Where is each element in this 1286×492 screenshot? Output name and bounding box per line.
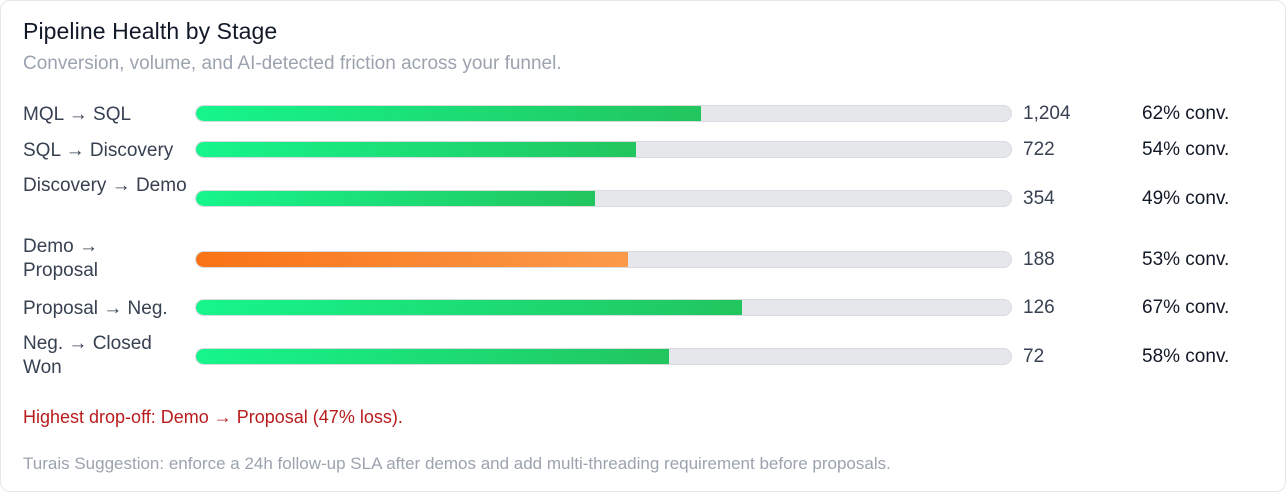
stage-count: 354 [1023, 188, 1055, 209]
stage-bar-fill [196, 252, 628, 267]
stage-bar-fill [196, 191, 596, 206]
stage-label: Demo → Proposal [23, 236, 98, 281]
stage-bar-fill [196, 142, 637, 157]
stage-count: 72 [1023, 346, 1045, 367]
stage-count: 126 [1023, 297, 1055, 318]
stage-bar-fill [196, 106, 702, 121]
stage-bar-track [195, 141, 1012, 158]
stage-conversion: 58% conv. [1142, 346, 1230, 367]
stage-label: MQL → SQL [23, 104, 132, 125]
stage-bar-track [195, 105, 1012, 122]
stage-conversion: 54% conv. [1142, 139, 1230, 160]
card-subtitle: Conversion, volume, and AI-detected fric… [23, 53, 562, 74]
stage-count: 188 [1023, 249, 1055, 270]
stage-label: Proposal → Neg. [23, 298, 168, 319]
stage-bar-fill [196, 300, 743, 315]
stage-bar-track [195, 348, 1012, 365]
stage-count: 722 [1023, 139, 1055, 160]
stage-bar-track [195, 299, 1012, 316]
stage-bar-track [195, 251, 1012, 268]
stage-label: Discovery → Demo [23, 175, 187, 196]
stage-bar-fill [196, 349, 669, 364]
card-title: Pipeline Health by Stage [23, 18, 278, 44]
dropoff-alert: Highest drop-off: Demo → Proposal (47% l… [23, 407, 403, 427]
ai-suggestion: Turais Suggestion: enforce a 24h follow-… [23, 454, 891, 473]
stage-conversion: 53% conv. [1142, 249, 1230, 270]
stage-bar-track [195, 190, 1012, 207]
stage-conversion: 49% conv. [1142, 188, 1230, 209]
stage-conversion: 62% conv. [1142, 103, 1230, 124]
stage-label: SQL → Discovery [23, 140, 174, 161]
stage-conversion: 67% conv. [1142, 297, 1230, 318]
stage-label: Neg. → Closed Won [23, 333, 152, 378]
stage-count: 1,204 [1023, 103, 1071, 124]
